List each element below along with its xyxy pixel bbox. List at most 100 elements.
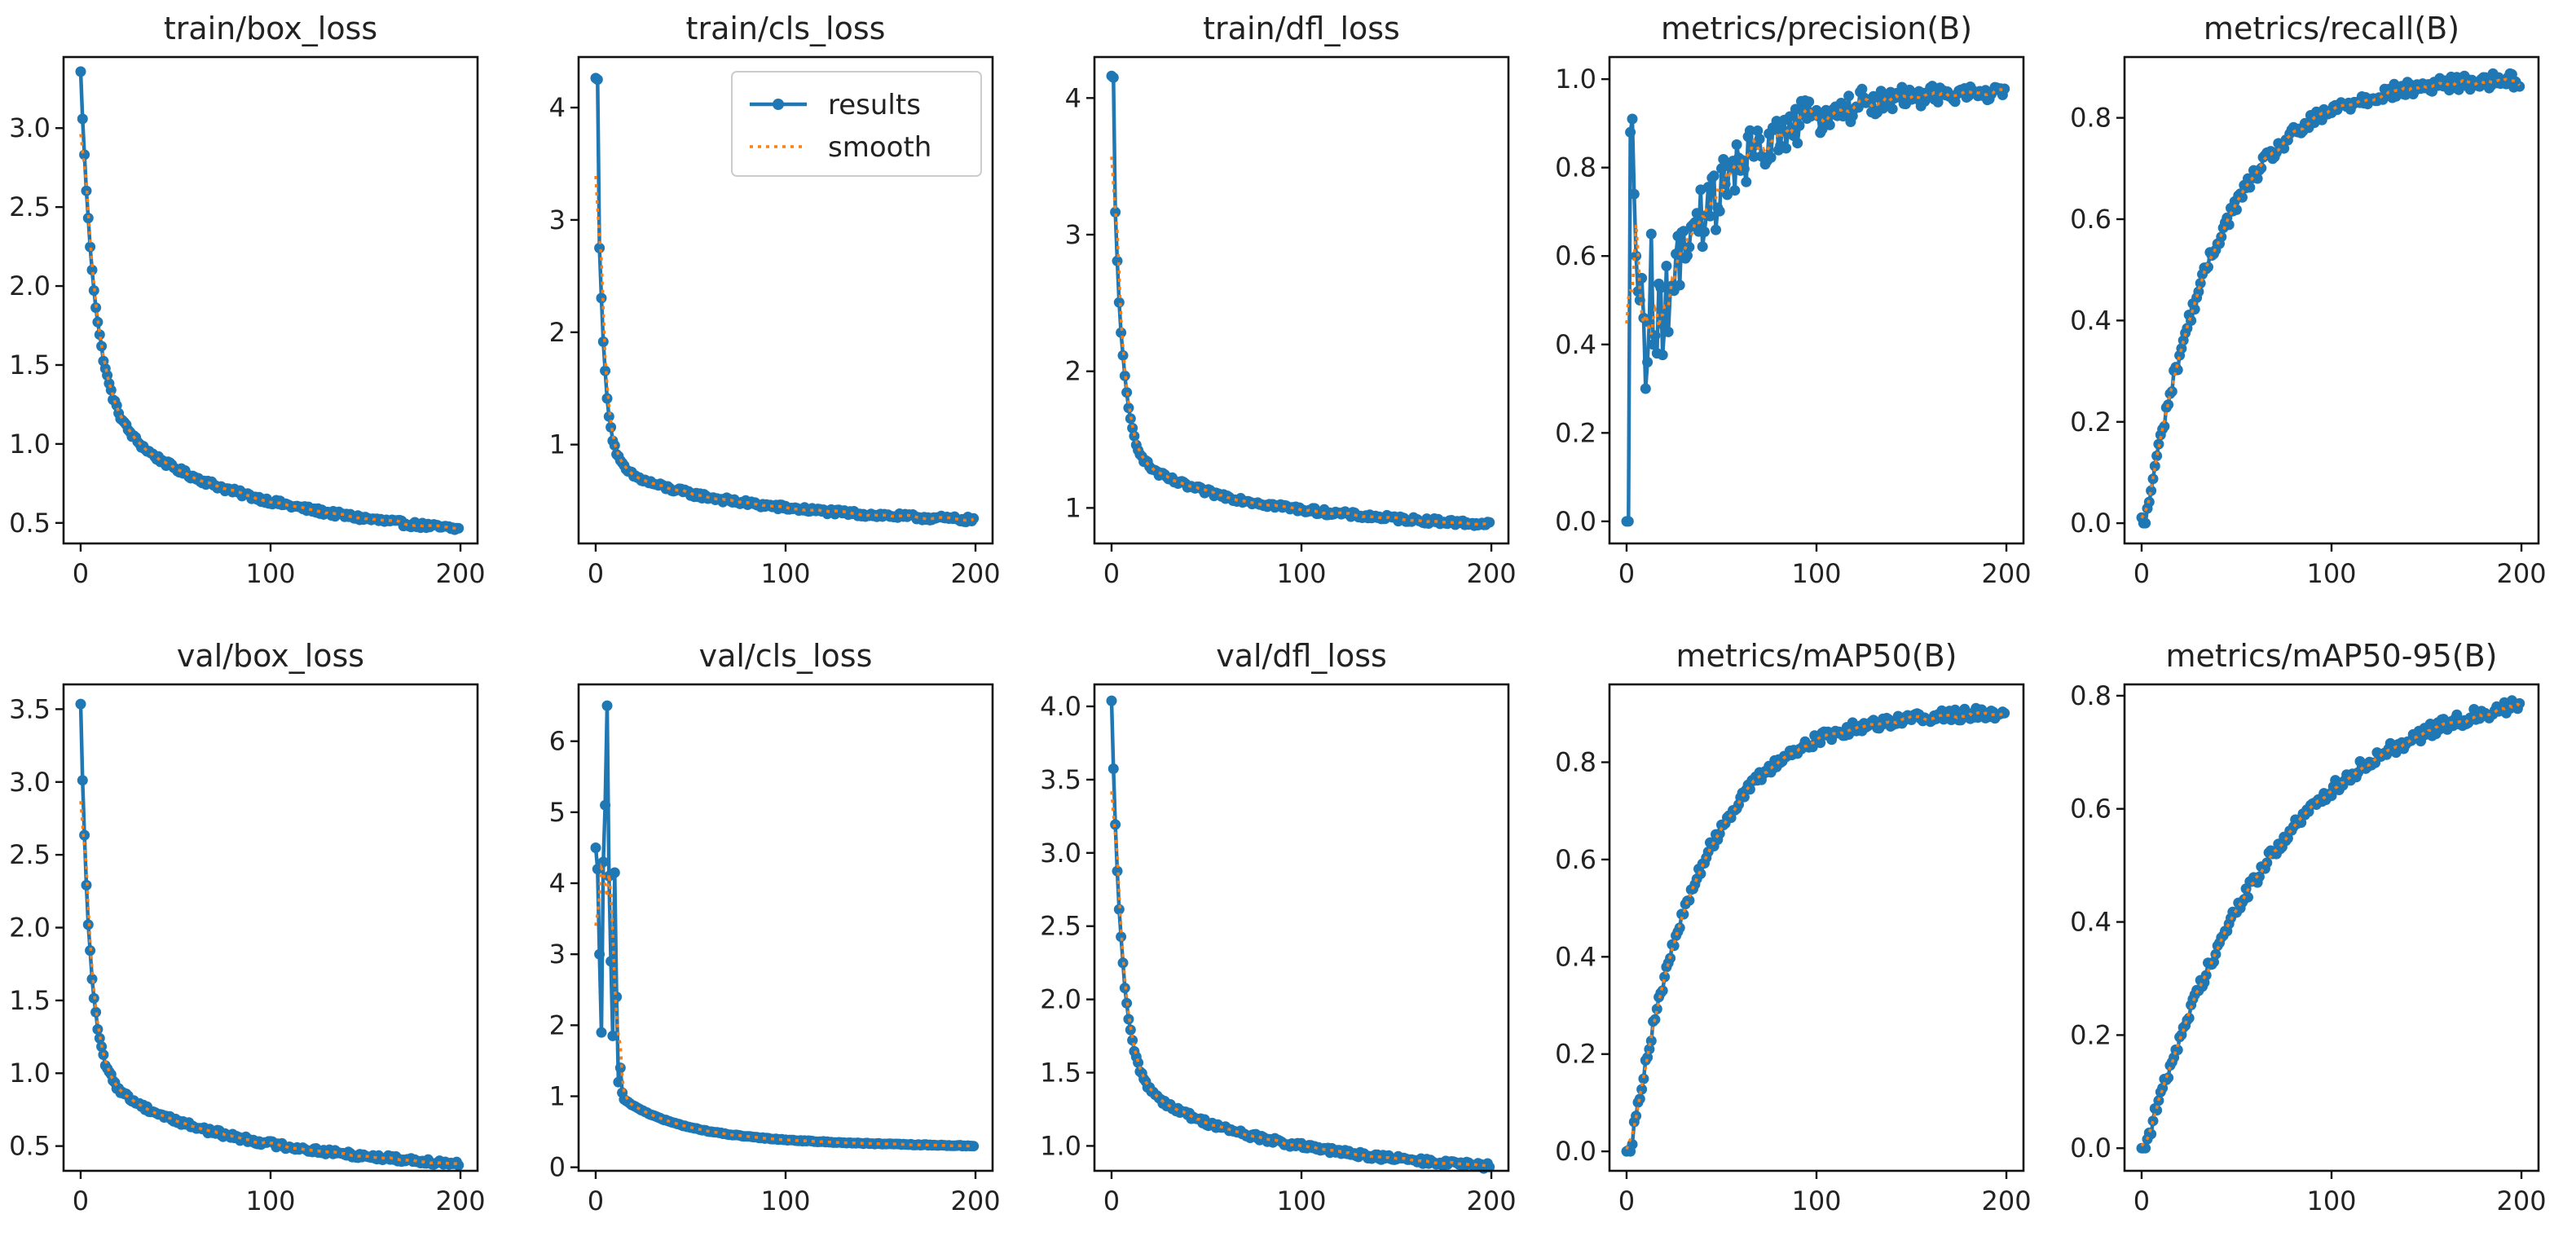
result-point bbox=[2147, 1115, 2159, 1127]
results-markers bbox=[2136, 68, 2525, 529]
result-point bbox=[1887, 103, 1898, 115]
smooth-series-line bbox=[1110, 156, 1490, 526]
result-point bbox=[2146, 485, 2157, 496]
subplot-train-cls-loss: train/cls_loss 1 2 3 4 0 100 200 results smooth bbox=[549, 11, 1001, 589]
x-tick-label: 200 bbox=[1466, 558, 1516, 589]
result-point bbox=[592, 74, 603, 86]
result-point bbox=[2252, 173, 2263, 184]
y-tick-label: 3.0 bbox=[9, 112, 51, 143]
chart-title: train/box_loss bbox=[164, 11, 377, 46]
result-point bbox=[1765, 152, 1777, 163]
y-tick-label: 0.8 bbox=[1555, 747, 1596, 778]
result-point bbox=[1729, 185, 1741, 196]
result-point bbox=[1708, 170, 1720, 182]
result-point bbox=[603, 411, 614, 422]
result-point bbox=[2140, 517, 2151, 529]
y-tick-label: 0 bbox=[549, 1152, 566, 1183]
result-point bbox=[1638, 1073, 1649, 1084]
y-tick-label: 3 bbox=[549, 205, 566, 235]
x-tick-label: 0 bbox=[588, 558, 604, 589]
result-point bbox=[2231, 204, 2242, 215]
result-point bbox=[597, 856, 609, 868]
result-point bbox=[77, 775, 88, 786]
results-series-line bbox=[2142, 698, 2521, 1150]
result-point bbox=[2193, 286, 2204, 297]
subplot-val-box-loss: val/box_loss 0.5 1.0 1.5 2.0 2.5 3.0 3.5 0 100 200 bbox=[9, 638, 485, 1216]
result-point bbox=[590, 842, 601, 853]
results-markers bbox=[75, 66, 465, 535]
subplot-metrics-recall-b: metrics/recall(B) 0.0 0.2 0.4 0.6 0.8 0 100 200 bbox=[2070, 11, 2546, 589]
result-point bbox=[1123, 402, 1134, 414]
result-point bbox=[453, 522, 465, 534]
y-tick-label: 2 bbox=[1065, 356, 1081, 387]
y-tick-label: 0.6 bbox=[1555, 844, 1596, 875]
legend-results-marker bbox=[773, 99, 784, 110]
result-point bbox=[1107, 763, 1119, 774]
result-point bbox=[1769, 124, 1781, 135]
result-point bbox=[1623, 516, 1634, 527]
results-markers bbox=[1621, 702, 2010, 1157]
results-series-line bbox=[78, 71, 459, 532]
result-point bbox=[1835, 98, 1847, 108]
result-point bbox=[75, 698, 86, 710]
result-point bbox=[1634, 1093, 1645, 1105]
y-tick-label: 0.4 bbox=[2070, 305, 2111, 336]
y-tick-label: 2.5 bbox=[9, 839, 51, 870]
result-point bbox=[613, 1076, 624, 1088]
result-point bbox=[1671, 249, 1682, 260]
result-point bbox=[1628, 188, 1640, 200]
y-tick-label: 0.0 bbox=[1555, 506, 1596, 537]
x-tick-label: 100 bbox=[245, 558, 295, 589]
result-point bbox=[1843, 90, 1855, 102]
smooth-series-line bbox=[1625, 710, 2006, 1150]
result-point bbox=[1106, 695, 1117, 706]
result-point bbox=[601, 700, 613, 711]
result-point bbox=[1738, 163, 1750, 174]
result-point bbox=[607, 1030, 619, 1041]
y-tick-label: 2.0 bbox=[9, 913, 51, 944]
y-tick-label: 1.0 bbox=[1040, 1130, 1081, 1161]
x-tick-label: 200 bbox=[1466, 1185, 1516, 1216]
result-point bbox=[1674, 279, 1685, 291]
result-point bbox=[1484, 1161, 1495, 1172]
subplot-train-dfl-loss: train/dfl_loss 1 2 3 4 0 100 200 bbox=[1065, 11, 1517, 589]
chart-title: val/dfl_loss bbox=[1216, 638, 1387, 674]
result-point bbox=[85, 241, 96, 253]
results-series-line bbox=[593, 703, 974, 1148]
result-point bbox=[86, 974, 98, 985]
legend-results-label: results bbox=[828, 89, 921, 121]
subplot-train-box-loss: train/box_loss 0.5 1.0 1.5 2.0 2.5 3.0 0 100 200 bbox=[9, 11, 485, 589]
result-point bbox=[1127, 422, 1138, 433]
x-tick-label: 0 bbox=[2133, 1185, 2150, 1216]
x-tick-label: 200 bbox=[950, 558, 1000, 589]
result-point bbox=[1644, 1044, 1655, 1055]
x-tick-label: 0 bbox=[2133, 558, 2150, 589]
y-tick-label: 0.2 bbox=[2070, 407, 2111, 438]
result-point bbox=[1678, 226, 1689, 237]
result-point bbox=[1714, 205, 1725, 217]
y-tick-label: 3.5 bbox=[9, 693, 51, 724]
chart-title: metrics/mAP50-95(B) bbox=[2165, 638, 2497, 674]
x-tick-label: 100 bbox=[760, 558, 810, 589]
result-point bbox=[453, 1159, 465, 1171]
result-point bbox=[1752, 125, 1764, 136]
y-tick-label: 1.0 bbox=[9, 1058, 51, 1089]
result-point bbox=[600, 799, 611, 811]
result-point bbox=[1112, 865, 1123, 877]
result-point bbox=[1625, 126, 1636, 138]
x-tick-label: 100 bbox=[1276, 558, 1326, 589]
result-point bbox=[1792, 138, 1803, 149]
result-point bbox=[2183, 1013, 2195, 1023]
plot-frame bbox=[62, 683, 479, 1172]
y-tick-label: 6 bbox=[549, 726, 566, 757]
y-tick-label: 2.5 bbox=[9, 191, 51, 222]
result-point bbox=[2279, 143, 2290, 154]
result-point bbox=[2149, 460, 2160, 472]
y-tick-label: 0.4 bbox=[1555, 941, 1596, 972]
result-point bbox=[1627, 113, 1638, 125]
result-point bbox=[968, 512, 980, 524]
smooth-series-line bbox=[594, 862, 974, 1148]
y-tick-label: 2 bbox=[549, 317, 566, 348]
y-tick-label: 0.8 bbox=[2070, 680, 2111, 711]
